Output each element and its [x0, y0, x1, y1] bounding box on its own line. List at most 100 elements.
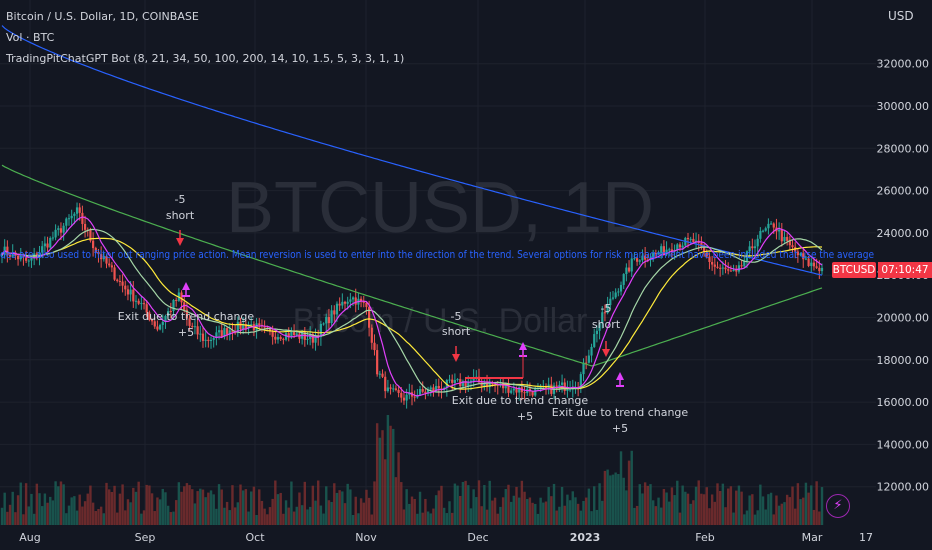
candle-body — [711, 262, 714, 265]
candle-body — [94, 248, 97, 252]
volume-bar — [555, 510, 558, 525]
volume-bar — [183, 486, 186, 525]
volume-bar — [488, 480, 491, 525]
candle-body — [456, 379, 459, 381]
candle-body — [282, 338, 285, 340]
volume-bar — [394, 477, 398, 525]
volume-bar — [434, 495, 438, 525]
candle-body — [263, 326, 266, 328]
volume-bar — [225, 501, 229, 525]
candle-body — [100, 254, 103, 260]
volume-bar — [314, 500, 317, 525]
candle-body — [619, 284, 623, 292]
volume-bar — [325, 486, 328, 525]
exit-arrow — [519, 342, 527, 350]
lightning-bolt-icon[interactable]: ⚡ — [826, 494, 850, 518]
candle-body — [148, 312, 151, 320]
annotation-s1-value: -5 — [175, 193, 186, 206]
ma-100-line — [1, 164, 823, 367]
candle-body — [258, 323, 261, 326]
candle-body — [145, 304, 148, 313]
volume-legend[interactable]: Vol · BTC — [6, 31, 55, 44]
volume-bar — [416, 513, 419, 525]
volume-bar — [512, 495, 516, 525]
candle-body — [314, 335, 317, 343]
candle-body — [617, 291, 620, 293]
trade-annotations: -5 short Exit due to trend change +5 -5 short… — [118, 193, 689, 435]
volume-bar — [292, 511, 296, 525]
candle-body — [627, 267, 631, 272]
volume-bar — [349, 489, 352, 525]
time-axis-label: 2023 — [570, 531, 601, 544]
volume-bar — [330, 501, 333, 525]
candle-body — [668, 249, 671, 251]
volume-bar — [405, 489, 408, 525]
candle-body — [6, 246, 9, 255]
volume-bar — [233, 507, 237, 525]
countdown-tag: 07:10:47 — [878, 262, 932, 278]
volume-bar — [740, 491, 743, 525]
candle-body — [35, 253, 38, 257]
candle-body — [134, 300, 138, 302]
volume-bar — [389, 425, 392, 525]
candle-body — [376, 350, 379, 375]
candle-body — [51, 237, 55, 239]
candle-body — [276, 337, 280, 340]
volume-bar — [335, 492, 339, 525]
volume-bar — [244, 489, 248, 525]
volume-bar — [638, 484, 641, 525]
volume-bar — [65, 513, 68, 525]
volume-bar — [657, 497, 660, 525]
volume-bar — [217, 484, 221, 525]
candle-body — [142, 303, 146, 305]
candle-body — [708, 256, 711, 263]
candle-body — [692, 238, 695, 243]
candle-body — [397, 389, 400, 393]
volume-bars — [0, 415, 824, 525]
volume-bar — [818, 511, 821, 525]
candle-body — [236, 321, 239, 333]
volume-bar — [775, 495, 778, 525]
candle-body — [57, 228, 60, 230]
volume-bar — [665, 492, 668, 525]
volume-bar — [718, 490, 722, 525]
candle-body — [124, 285, 127, 290]
volume-bar — [799, 499, 802, 525]
candle-body — [292, 331, 296, 336]
volume-bar — [140, 513, 143, 525]
volume-bar — [735, 490, 738, 525]
volume-bar — [802, 497, 805, 525]
volume-bar — [19, 482, 22, 525]
volume-bar — [504, 489, 507, 525]
price-axis-label: 32000.00 — [877, 58, 930, 71]
volume-bar — [812, 509, 816, 525]
symbol-legend[interactable]: Bitcoin / U.S. Dollar, 1D, COINBASE — [6, 10, 199, 23]
candle-body — [335, 303, 339, 315]
candle-body — [220, 330, 223, 337]
price-axis[interactable]: 32000.00 30000.00 28000.00 26000.00 24000.00… — [877, 58, 930, 494]
volume-bar — [574, 497, 577, 525]
exit-arrow — [182, 282, 190, 290]
candle-body — [255, 323, 258, 331]
volume-bar — [51, 500, 55, 525]
time-axis[interactable]: Aug Sep Oct Nov Dec 2023 Feb Mar 17 — [19, 531, 873, 544]
volume-bar — [815, 481, 818, 525]
volume-bar — [751, 494, 754, 525]
candle-body — [719, 267, 722, 269]
candle-body — [234, 332, 237, 334]
volume-bar — [493, 497, 497, 525]
volume-bar — [40, 506, 44, 525]
volume-bar — [70, 497, 73, 525]
indicator-legend[interactable]: TradingPitChatGPT Bot (8, 21, 34, 50, 10… — [6, 52, 405, 65]
price-axis-label: 26000.00 — [877, 185, 930, 198]
candle-body — [97, 251, 100, 255]
volume-bar — [576, 503, 580, 525]
volume-bar — [622, 477, 625, 525]
candle-body — [359, 298, 363, 302]
time-axis-label: Aug — [19, 531, 40, 544]
volume-bar — [263, 508, 266, 525]
volume-bar — [209, 490, 213, 525]
volume-bar — [448, 501, 451, 525]
